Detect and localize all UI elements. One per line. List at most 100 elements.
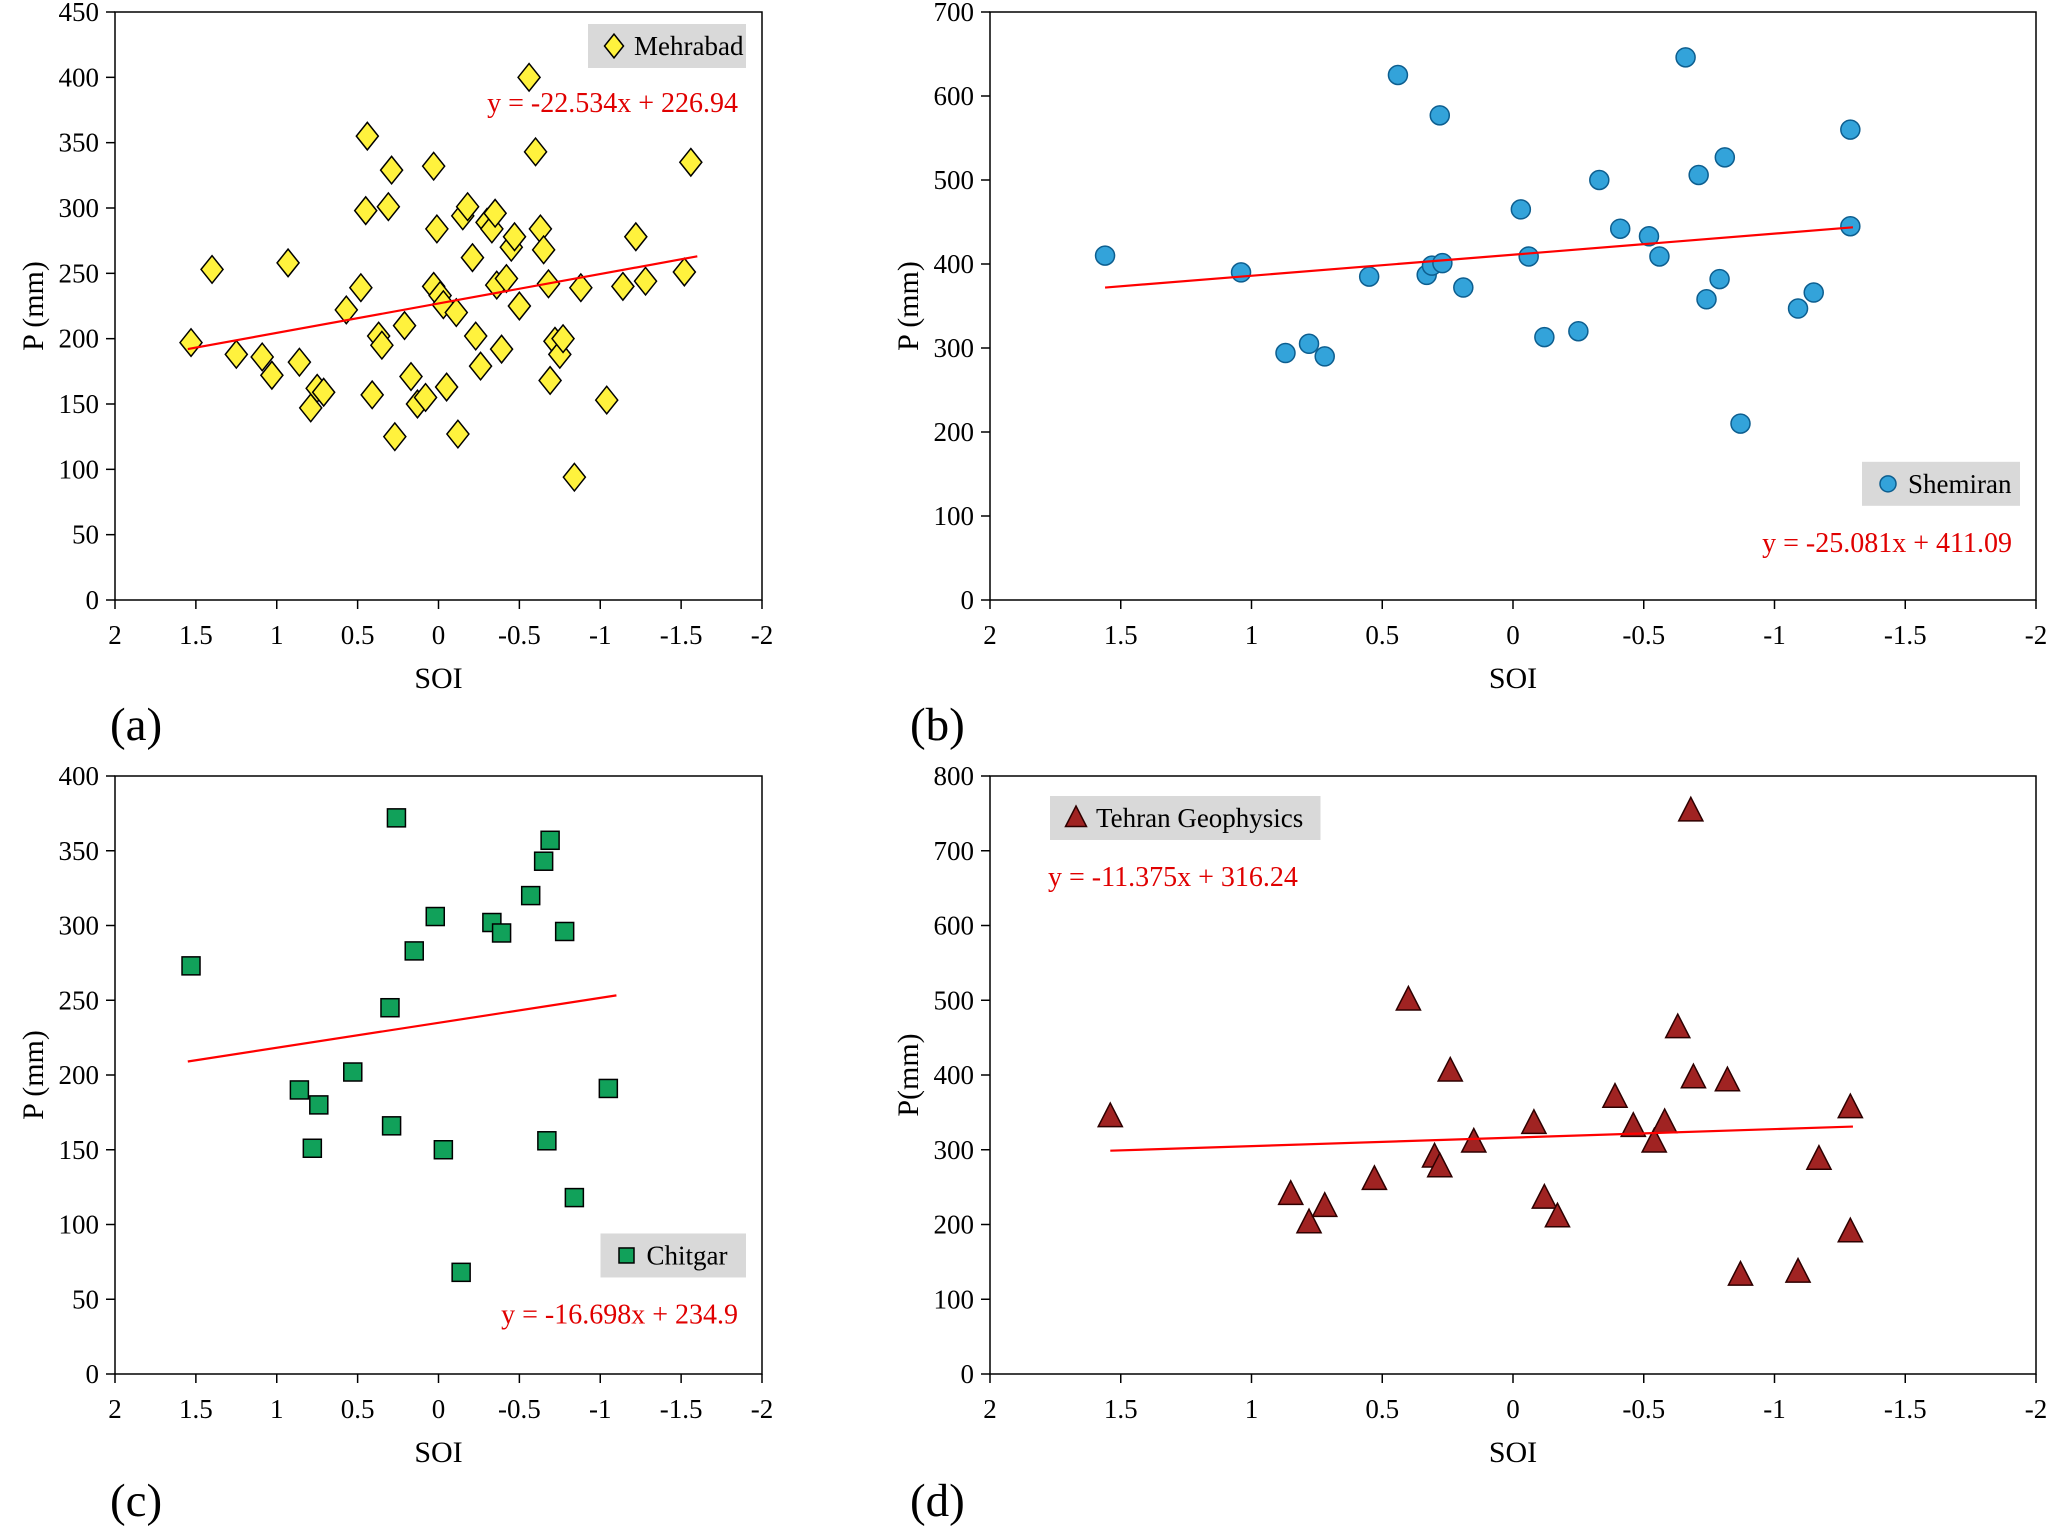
- y-tick-label: 0: [86, 585, 100, 615]
- diamond-data-point: [483, 198, 508, 229]
- x-tick-label: 0.5: [1365, 1394, 1399, 1424]
- square-data-point: [520, 885, 541, 906]
- y-tick-label: 200: [59, 1060, 100, 1090]
- triangle-data-point: [1544, 1201, 1571, 1228]
- panel-d: 0 100 200 300 400 500 600 700 800 2 1.5 1 0.5 0 -0.5 -1…: [830, 764, 2067, 1528]
- square-data-point: [491, 923, 512, 943]
- shemiran-scatter-chart: 0 100 200 300 400 500 600 700 2 1.5 1 0.5 0 -0.5 -1 -1.…: [892, 0, 2047, 695]
- diamond-data-point: [502, 221, 527, 252]
- x-tick-label: 1.5: [1104, 1394, 1138, 1424]
- legend-box: [1050, 796, 1321, 840]
- y-tick-label: 300: [59, 911, 100, 941]
- triangle-data-point: [1460, 1126, 1488, 1153]
- diamond-data-point: [672, 257, 697, 287]
- circle-data-point: [1230, 262, 1252, 283]
- legend-label: Shemiran: [1908, 469, 2012, 499]
- x-tick-label: 1: [1245, 1394, 1259, 1424]
- y-tick-label: 300: [59, 193, 100, 223]
- circle-data-point: [1534, 326, 1555, 348]
- triangle-data-point: [1436, 1055, 1464, 1082]
- diamond-data-point: [376, 191, 401, 222]
- square-data-point: [533, 851, 554, 871]
- circle-data-point: [1094, 245, 1116, 266]
- y-axis-title: P (mm): [892, 261, 925, 351]
- panel-b-caption: (b): [910, 699, 965, 751]
- trendline: [1104, 226, 1854, 289]
- x-tick-label: -1.5: [660, 1394, 703, 1424]
- x-axis-title: SOI: [414, 662, 462, 695]
- circle-data-point: [1879, 475, 1897, 493]
- x-axis-title: SOI: [1489, 662, 1537, 695]
- y-tick-label: 100: [59, 1210, 100, 1240]
- plot-border: [114, 775, 763, 1375]
- y-tick-label: 700: [934, 836, 975, 866]
- circle-data-point: [1453, 277, 1474, 298]
- triangle-data-point: [1426, 1151, 1454, 1178]
- diamond-data-point: [468, 351, 493, 382]
- diamond-data-point: [276, 247, 301, 278]
- y-tick-label: 600: [934, 81, 975, 111]
- square-data-point: [564, 1187, 585, 1208]
- diamond-data-point: [444, 297, 469, 328]
- y-tick-label: 500: [934, 985, 975, 1015]
- trendline: [187, 255, 698, 351]
- diamond-data-point: [399, 361, 423, 392]
- triangle-data-point: [1311, 1191, 1339, 1218]
- x-tick-label: -1: [1763, 1394, 1786, 1424]
- diamond-data-point: [479, 213, 504, 244]
- x-tick-label: 1: [270, 1394, 284, 1424]
- square-data-point: [404, 941, 424, 961]
- panel-c: 0 50 100 150 200 250 300 350 400 2 1.5 1 0.5 0 -0.5 -1 -…: [0, 764, 830, 1528]
- x-tick-label: -0.5: [498, 1394, 541, 1424]
- square-data-point: [451, 1262, 471, 1283]
- square-data-point: [309, 1095, 329, 1115]
- y-tick-label: 350: [59, 836, 100, 866]
- y-axis-title: P (mm): [17, 261, 50, 351]
- triangle-data-point: [1680, 1062, 1707, 1089]
- diamond-data-point: [379, 155, 404, 186]
- y-tick-label: 150: [59, 1135, 100, 1165]
- circle-data-point: [1314, 346, 1335, 367]
- y-tick-label: 200: [934, 417, 975, 447]
- diamond-data-point: [360, 379, 385, 410]
- circle-data-point: [1298, 333, 1320, 355]
- triangle-data-point: [1640, 1126, 1668, 1153]
- circle-data-point: [1638, 226, 1660, 247]
- diamond-data-point: [623, 221, 648, 252]
- y-tick-label: 100: [59, 454, 100, 484]
- x-tick-label: -0.5: [1622, 1394, 1665, 1424]
- diamond-data-point: [369, 330, 394, 361]
- diamond-data-point: [424, 213, 449, 244]
- x-tick-label: -2: [2025, 1394, 2048, 1424]
- circle-data-point: [1787, 298, 1809, 319]
- panel-d-caption: (d): [910, 1475, 965, 1527]
- y-tick-label: 400: [59, 764, 100, 791]
- x-tick-label: -1.5: [1884, 1394, 1927, 1424]
- square-data-point: [381, 1116, 402, 1136]
- triangle-data-point: [1601, 1081, 1629, 1108]
- x-tick-label: 0.5: [1365, 620, 1399, 650]
- circle-data-point: [1518, 246, 1539, 267]
- y-tick-label: 0: [961, 1359, 975, 1389]
- panel-c-caption: (c): [110, 1475, 163, 1527]
- circle-data-point: [1649, 246, 1670, 267]
- circle-data-point: [1589, 169, 1610, 191]
- x-tick-label: 0.5: [341, 620, 375, 650]
- x-tick-label: 2: [108, 1394, 122, 1424]
- triangle-data-point: [1064, 804, 1088, 828]
- y-tick-label: 50: [72, 1284, 99, 1314]
- x-tick-label: 1: [270, 620, 284, 650]
- y-tick-label: 400: [934, 249, 975, 279]
- y-tick-label: 400: [934, 1060, 975, 1090]
- circle-data-point: [1510, 199, 1532, 220]
- triangle-data-point: [1277, 1179, 1305, 1206]
- triangle-data-point: [1837, 1092, 1864, 1119]
- diamond-data-point: [678, 147, 703, 178]
- y-axis-title: P (mm): [17, 1030, 50, 1120]
- x-tick-label: 0.5: [341, 1394, 375, 1424]
- trendline: [1110, 1125, 1853, 1152]
- x-tick-label: -0.5: [1622, 620, 1665, 650]
- circle-data-point: [1432, 252, 1453, 274]
- triangle-data-point: [1714, 1065, 1741, 1092]
- triangle-data-point: [1677, 795, 1705, 822]
